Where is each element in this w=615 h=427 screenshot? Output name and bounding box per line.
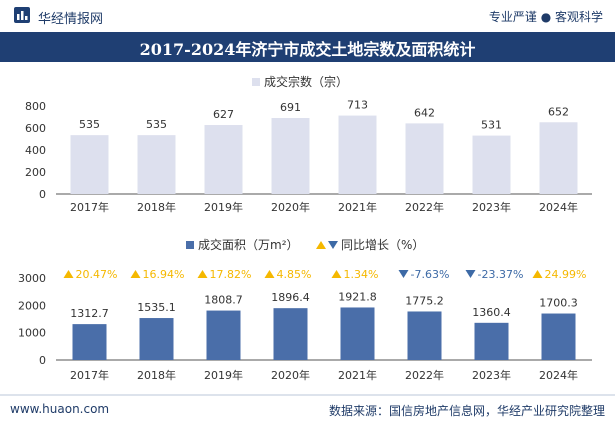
legend-label-count: 成交宗数（宗） <box>264 74 348 89</box>
bar-area <box>541 313 576 360</box>
bar-value-label: 642 <box>414 106 435 119</box>
x-tick-label: 2021年 <box>338 200 377 214</box>
bar-count <box>338 115 377 194</box>
land-area-chart: 成交面积（万m²） 同比增长（%） 0 1000 2000 3000 1312.7 2017年… <box>18 237 592 382</box>
growth-up-icon <box>197 270 208 278</box>
growth-up-icon <box>130 270 141 278</box>
growth-label: 20.47% <box>76 268 118 281</box>
growth-label: 4.85% <box>277 268 312 281</box>
x-tick-label: 2019年 <box>204 368 243 382</box>
y-tick-label: 400 <box>25 144 46 157</box>
growth-up-icon <box>63 270 74 278</box>
bar-value-label: 1775.2 <box>405 294 444 307</box>
growth-label: 17.82% <box>210 268 252 281</box>
bar-area <box>474 322 509 360</box>
x-tick-label: 2019年 <box>204 200 243 214</box>
x-tick-label: 2022年 <box>405 200 444 214</box>
legend-label-area: 成交面积（万m²） <box>198 237 299 252</box>
x-tick-label: 2024年 <box>539 368 578 382</box>
x-tick-label: 2023年 <box>472 200 511 214</box>
bar-count <box>137 135 176 194</box>
slogan: 专业严谨 ● 客观科学 <box>488 10 603 24</box>
y-tick-label: 3000 <box>18 272 46 285</box>
bar-area <box>206 310 241 360</box>
bar-value-label: 713 <box>347 99 368 112</box>
bar-value-label: 1700.3 <box>539 297 578 310</box>
bar-count <box>539 122 578 194</box>
bar-value-label: 535 <box>79 118 100 131</box>
bar-count <box>70 135 109 194</box>
x-tick-label: 2020年 <box>271 200 310 214</box>
bar-count <box>204 125 243 194</box>
data-source: 数据来源：国信房地产信息网，华经产业研究院整理 <box>328 404 605 418</box>
x-tick-label: 2018年 <box>137 368 176 382</box>
y-tick-label: 1000 <box>18 327 46 340</box>
footer-rule <box>0 394 615 396</box>
header-bar: 华经情报网 专业严谨 ● 客观科学 <box>0 0 615 32</box>
bar-area <box>72 324 107 360</box>
bar-area <box>407 311 442 360</box>
bar-count <box>472 135 511 194</box>
x-tick-label: 2021年 <box>338 368 377 382</box>
growth-label: -23.37% <box>478 268 524 281</box>
bar-area <box>139 318 174 360</box>
x-tick-label: 2020年 <box>271 368 310 382</box>
logo-icon <box>14 7 30 23</box>
bar-area <box>273 308 308 360</box>
bar-value-label: 1808.7 <box>204 294 243 307</box>
growth-label: -7.63% <box>411 268 450 281</box>
bar-count <box>405 123 444 194</box>
bar-value-label: 1535.1 <box>137 301 176 314</box>
x-tick-label: 2017年 <box>70 200 109 214</box>
brand-name[interactable]: 华经情报网 <box>38 12 104 27</box>
legend-label-growth: 同比增长（%） <box>341 238 424 252</box>
x-tick-label: 2017年 <box>70 368 109 382</box>
growth-up-icon <box>532 270 543 278</box>
bar-value-label: 535 <box>146 118 167 131</box>
growth-down-icon <box>465 270 476 278</box>
growth-label: 16.94% <box>143 268 185 281</box>
x-tick-label: 2023年 <box>472 368 511 382</box>
legend-down-triangle <box>328 241 338 249</box>
y-tick-label: 2000 <box>18 299 46 312</box>
y-tick-label: 800 <box>25 100 46 113</box>
growth-label: 1.34% <box>344 268 379 281</box>
y-tick-label: 0 <box>39 354 46 367</box>
bar-value-label: 1312.7 <box>70 307 109 320</box>
y-tick-label: 0 <box>39 188 46 201</box>
bar-area <box>340 307 375 360</box>
legend-up-triangle <box>316 241 326 249</box>
growth-down-icon <box>398 270 409 278</box>
title-band <box>0 32 615 62</box>
bar-value-label: 652 <box>548 105 569 118</box>
bar-value-label: 691 <box>280 101 301 114</box>
bar-count <box>271 117 310 194</box>
legend-swatch-area <box>186 241 194 249</box>
y-tick-label: 600 <box>25 122 46 135</box>
growth-up-icon <box>331 270 342 278</box>
bar-value-label: 531 <box>481 119 502 132</box>
bar-value-label: 1360.4 <box>472 306 511 319</box>
chart-title: 2017-2024年济宁市成交土地宗数及面积统计 <box>139 40 476 59</box>
growth-up-icon <box>264 270 275 278</box>
land-count-chart: 成交宗数（宗） 0 200 400 600 800 535 2017年 535 2018年 627 2… <box>25 74 592 214</box>
y-tick-label: 200 <box>25 166 46 179</box>
growth-label: 24.99% <box>545 268 587 281</box>
legend-swatch-count <box>252 78 260 86</box>
x-tick-label: 2018年 <box>137 200 176 214</box>
x-tick-label: 2022年 <box>405 368 444 382</box>
bar-value-label: 1896.4 <box>271 291 310 304</box>
site-url[interactable]: www.huaon.com <box>10 402 110 416</box>
bar-value-label: 1921.8 <box>338 290 377 303</box>
bar-value-label: 627 <box>213 108 234 121</box>
x-tick-label: 2024年 <box>539 200 578 214</box>
